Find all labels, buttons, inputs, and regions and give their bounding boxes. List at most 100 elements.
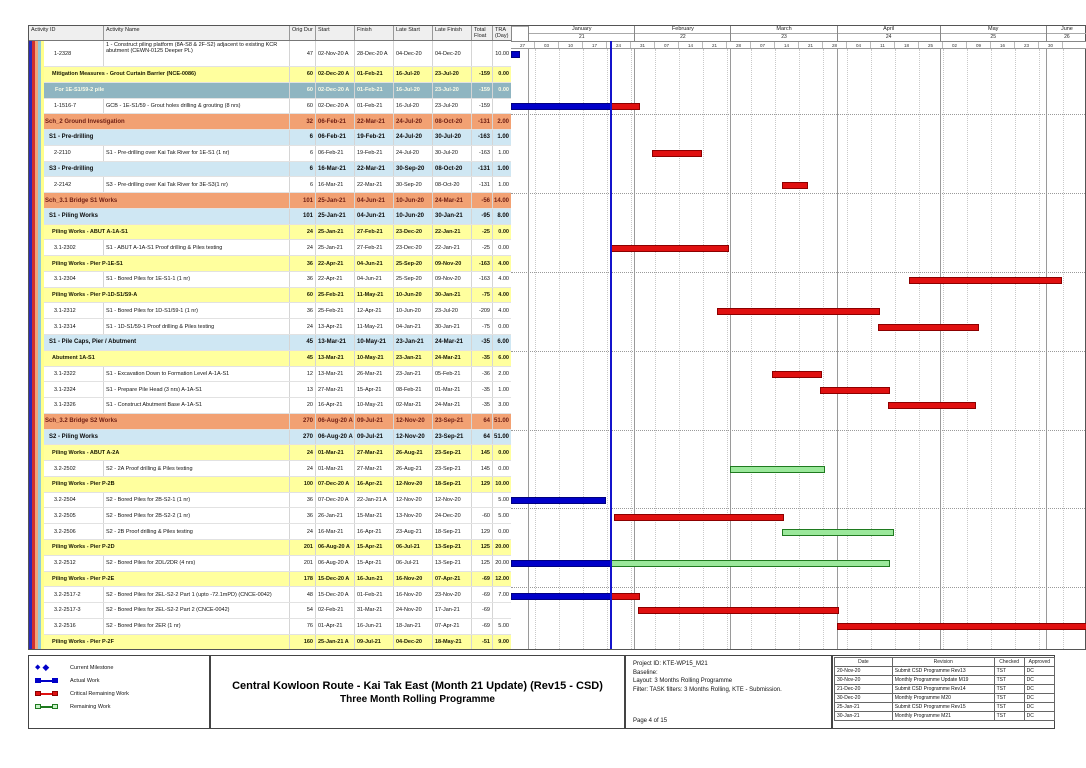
column-header-lf[interactable]: Late Finish xyxy=(433,26,472,40)
week-gridline xyxy=(847,49,848,649)
gantt-bar-remaining[interactable] xyxy=(730,465,825,473)
table-row-band[interactable]: Piling Works - Pier P-2B 100 07-Dec-20 A 16… xyxy=(29,476,511,493)
table-row-band[interactable]: Piling Works - Pier P-1E-S1 36 22-Apr-21 04… xyxy=(29,256,511,272)
cell-od: 201 xyxy=(290,539,316,555)
table-row-activity[interactable]: 1-1516-7 GCB - 1E-S1/59 - Grout holes dri… xyxy=(29,98,511,115)
cell-s: 27-Mar-21 xyxy=(316,382,355,398)
gantt-bar-actual[interactable] xyxy=(511,50,520,58)
table-row-band[interactable]: S1 - Pre-drilling 6 06-Feb-21 19-Feb-21 24-J… xyxy=(29,130,511,146)
table-row-band[interactable]: Piling Works - ABUT A-1A-S1 24 25-Jan-21 27… xyxy=(29,224,511,241)
cell-lf: 30-Jan-21 xyxy=(433,319,472,335)
cell-name: GCB - 1E-S1/59 - Grout holes drilling & … xyxy=(104,98,290,114)
table-row-activity[interactable]: 3.2-2506 S2 - 2B Proof drilling & Piles t… xyxy=(29,524,511,540)
table-row-activity[interactable]: 3.1-2324 S1 - Prepare Pile Head (3 nrs) A… xyxy=(29,382,511,399)
table-row-band[interactable]: Sch_3.1 Bridge S1 Works 101 25-Jan-21 04-Ju… xyxy=(29,193,511,209)
cell-lf: 23-Sep-21 xyxy=(433,413,472,429)
gantt-bar-critical[interactable] xyxy=(888,402,976,410)
table-row-band[interactable]: Piling Works - Pier P-2E 178 15-Dec-20 A 16… xyxy=(29,571,511,588)
column-header-od[interactable]: Orig Dur xyxy=(290,26,316,40)
column-header-name[interactable]: Activity Name xyxy=(104,26,290,40)
column-header-ls[interactable]: Late Start xyxy=(394,26,433,40)
week-gridline xyxy=(559,49,560,649)
table-row-activity[interactable]: 3.1-2326 S1 - Construct Abutment Base A-1… xyxy=(29,398,511,414)
column-header-tra[interactable]: TRA (Day) xyxy=(495,27,509,39)
table-row-activity[interactable]: 3.1-2312 S1 - Bored Piles for 1D-S1/59-1 … xyxy=(29,303,511,320)
gantt-bar-critical[interactable] xyxy=(610,102,640,110)
table-row-band[interactable]: Piling Works - ABUT A-2A 24 01-Mar-21 27-Ma… xyxy=(29,445,511,462)
table-row-activity[interactable]: 3.1-2314 S1 - 1D-S1/59-1 Proof drilling &… xyxy=(29,319,511,336)
gantt-bar-critical[interactable] xyxy=(908,277,1062,285)
gantt-row xyxy=(511,177,1086,193)
gantt-bar-actual[interactable] xyxy=(511,592,616,600)
table-row-band[interactable]: Sch_2 Ground Investigation 32 06-Feb-21 22-… xyxy=(29,114,511,131)
week-label: 11 xyxy=(871,42,895,48)
gantt-bar-critical[interactable] xyxy=(651,150,702,158)
month-label: May xyxy=(940,26,1046,34)
table-row-band[interactable]: S3 - Pre-drilling 6 16-Mar-21 22-Mar-21 30-S… xyxy=(29,161,511,178)
filter-label: Filter: TASK filters: 3 Months Rolling, … xyxy=(633,686,782,693)
gantt-bar-remaining[interactable] xyxy=(610,560,891,568)
week-label: 28 xyxy=(727,42,751,48)
table-row-band[interactable]: S1 - Pile Caps, Pier / Abutment 45 13-Mar-… xyxy=(29,335,511,351)
cell-name: S2 - Bored Piles for 2EL-S2-2 Part 2 (CN… xyxy=(104,603,290,618)
column-header-start[interactable]: Start xyxy=(316,26,355,40)
table-row-activity[interactable]: 1-2328 1 - Construct piling platform (8A-… xyxy=(29,41,511,67)
gantt-bar-remaining[interactable] xyxy=(781,528,894,536)
gantt-row xyxy=(511,209,1086,225)
table-row-activity[interactable]: 3.1-2304 S1 - Bored Piles for 1E-S1-1 (1 … xyxy=(29,271,511,288)
cell-tf: 145 xyxy=(472,461,493,476)
cell-s: 06-Aug-20 A xyxy=(316,413,355,429)
gantt-bar-critical[interactable] xyxy=(781,181,808,189)
table-row-activity[interactable]: 3.1-2302 S1 - ABUT A-1A-S1 Proof drilling… xyxy=(29,240,511,257)
cell-od: 24 xyxy=(290,461,316,476)
table-row-band[interactable]: Piling Works - Pier P-2D 201 06-Aug-20 A 15… xyxy=(29,539,511,556)
table-row-band[interactable]: Sch_3.2 Bridge S2 Works 270 06-Aug-20 A 09-… xyxy=(29,413,511,430)
table-row-activity[interactable]: 3.2-2512 S2 - Bored Piles for 2DL/2DR (4 … xyxy=(29,555,511,572)
table-row-activity[interactable]: 3.1-2322 S1 - Excavation Down to Formatio… xyxy=(29,366,511,383)
gantt-bar-critical[interactable] xyxy=(819,386,891,394)
table-row-activity[interactable]: 3.2-2505 S2 - Bored Piles for 2B-S2-2 (1 … xyxy=(29,508,511,525)
gantt-bar-critical[interactable] xyxy=(877,323,980,331)
month-gridline xyxy=(1045,41,1047,649)
cell-s: 07-Dec-20 A xyxy=(316,476,355,492)
table-row-band[interactable]: Piling Works - Pier P-1D-S1/S9-A 60 25-Feb… xyxy=(29,287,511,304)
gantt-bar-actual[interactable] xyxy=(511,497,606,505)
gantt-bar-actual[interactable] xyxy=(511,102,616,110)
table-row-band[interactable]: Mitigation Measures - Grout Curtain Barr… xyxy=(29,67,511,83)
gantt-bar-critical[interactable] xyxy=(637,607,839,615)
cell-tf: -69 xyxy=(472,603,493,618)
table-row-activity[interactable]: 2-2142 S3 - Pre-drilling over Kai Tak Riv… xyxy=(29,177,511,194)
gantt-bar-critical[interactable] xyxy=(610,592,640,600)
gantt-bar-critical[interactable] xyxy=(836,623,1086,631)
table-row-band[interactable]: S2 - Piling Works 270 06-Aug-20 A 09-Jul-21… xyxy=(29,429,511,446)
gantt-body[interactable] xyxy=(511,41,1086,649)
column-header-finish[interactable]: Finish xyxy=(355,26,394,40)
cell-f: 22-Mar-21 xyxy=(355,161,394,177)
table-row-activity[interactable]: 3.2-2517-3 S2 - Bored Piles for 2EL-S2-2 … xyxy=(29,603,511,619)
table-row-band[interactable]: Abutment 1A-S1 45 13-Mar-21 10-May-21 23-Jan… xyxy=(29,350,511,367)
column-header-id[interactable]: Activity ID xyxy=(29,26,104,40)
table-row-band[interactable]: For 1E-S1/59-2 pile 60 02-Dec-20 A 01-Feb-2… xyxy=(29,82,511,99)
table-row-activity[interactable]: 3.2-2516 S2 - Bored Piles for 2ER (1 nr) 7… xyxy=(29,618,511,635)
gantt-row xyxy=(511,445,1086,461)
table-row-activity[interactable]: 3.2-2517-2 S2 - Bored Piles for 2EL-S2-2 … xyxy=(29,587,511,604)
table-body[interactable]: 1-2328 1 - Construct piling platform (8A-… xyxy=(29,41,511,649)
cell-combo: Sch_3.1 Bridge S1 Works xyxy=(29,193,290,208)
cell-f: 16-Apr-21 xyxy=(355,476,394,492)
table-row-activity[interactable]: 3.2-2504 S2 - Bored Piles for 2B-S2-1 (1 … xyxy=(29,492,511,509)
table-row-activity[interactable]: 3.2-2502 S2 - 2A Proof drilling & Piles t… xyxy=(29,461,511,477)
table-row-band[interactable]: S1 - Piling Works 101 25-Jan-21 04-Jun-21 10… xyxy=(29,208,511,225)
cell-s: 25-Jan-21 A xyxy=(316,634,355,649)
cell-tf: 125 xyxy=(472,539,493,555)
gantt-bar-actual[interactable] xyxy=(511,560,616,568)
gantt-bar-critical[interactable] xyxy=(716,307,880,315)
revision-cell: Monthly Programme M21 xyxy=(891,711,995,721)
gantt-bar-critical[interactable] xyxy=(613,513,784,521)
table-row-band[interactable]: Piling Works - Pier P-2F 160 25-Jan-21 A 09… xyxy=(29,634,511,649)
gantt-bar-critical[interactable] xyxy=(771,370,822,378)
cell-f: 09-Jul-21 xyxy=(355,429,394,445)
column-header-tf[interactable]: Total Float xyxy=(472,26,493,40)
cell-tra: 0.00 xyxy=(498,87,509,94)
gantt-bar-critical[interactable] xyxy=(610,244,729,252)
table-row-activity[interactable]: 2-2110 S1 - Pre-drilling over Kai Tak Riv… xyxy=(29,145,511,162)
